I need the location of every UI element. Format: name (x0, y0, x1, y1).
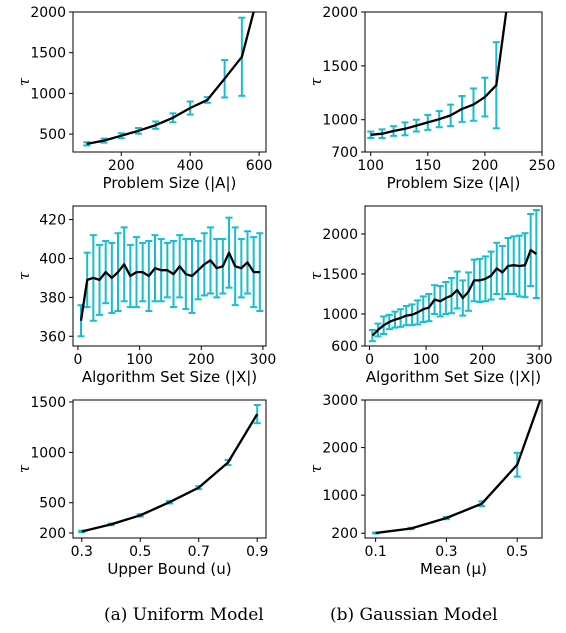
x-tick-label: 200 (472, 158, 499, 174)
y-tick-label: 1500 (30, 395, 66, 411)
x-tick-label: 600 (246, 158, 273, 174)
panel-uniform-upper-bound: 0.3 0.5 0.7 0.9 200 500 1000 1500 Upper Bound (u… (15, 395, 268, 578)
x-tick-label: 300 (250, 352, 277, 368)
x-tick-label: 300 (526, 352, 553, 368)
y-axis-label: τ (15, 77, 33, 86)
panel-gaussian-problem-size: 100 150 200 250 700 1000 1500 2000 Problem Size … (307, 5, 556, 192)
y-tick-label: 1000 (322, 307, 358, 323)
series-line (86, 12, 255, 146)
y-tick-label: 400 (39, 252, 66, 268)
panel-gaussian-algorithm-set: 0 100 200 300 600 1000 1500 2000 Algorithm Set S… (307, 205, 553, 386)
series-line (375, 400, 542, 535)
x-axis-label: Algorithm Set Size (|X|) (82, 368, 257, 386)
errorbar (532, 209, 540, 299)
x-tick-label: 400 (177, 158, 204, 174)
plot-frame (364, 205, 543, 347)
y-tick-label: 700 (331, 145, 358, 161)
panel-uniform-algorithm-set: 0 100 200 300 360 380 400 420 Algorithm Set Size… (15, 205, 277, 386)
y-tick-label: 1500 (30, 46, 66, 62)
y-axis-label: τ (15, 271, 33, 280)
x-tick-label: 250 (529, 158, 556, 174)
y-tick-label: 380 (39, 290, 66, 306)
x-axis-label: Problem Size (|A|) (387, 174, 521, 192)
x-tick-label: 0.3 (435, 544, 457, 560)
plot-frame (72, 11, 267, 153)
y-tick-label: 420 (39, 213, 66, 229)
plot-frame (72, 399, 267, 539)
x-tick-label: 0 (365, 352, 374, 368)
x-tick-label: 0.7 (188, 544, 210, 560)
x-tick-label: 200 (108, 158, 135, 174)
y-axis-label: τ (307, 271, 325, 280)
x-tick-label: 100 (126, 352, 153, 368)
y-axis-label: τ (307, 464, 325, 473)
y-tick-label: 600 (331, 339, 358, 355)
errorbar (368, 329, 376, 343)
y-tick-label: 500 (39, 127, 66, 143)
y-axis-label: τ (15, 464, 33, 473)
x-axis-label: Mean (μ) (420, 560, 487, 578)
y-tick-label: 360 (39, 329, 66, 345)
series-line (81, 413, 259, 533)
y-tick-label: 2000 (30, 5, 66, 21)
x-tick-label: 0.9 (246, 544, 268, 560)
x-tick-label: 0.5 (506, 544, 528, 560)
y-tick-label: 1000 (30, 86, 66, 102)
x-axis-label: Algorithm Set Size (|X|) (366, 368, 541, 386)
y-tick-label: 200 (39, 526, 66, 542)
x-tick-label: 0.3 (71, 544, 93, 560)
x-tick-label: 100 (413, 352, 440, 368)
x-tick-label: 0 (73, 352, 82, 368)
y-tick-label: 500 (39, 496, 66, 512)
y-tick-label: 1000 (322, 113, 358, 129)
y-tick-label: 3000 (322, 393, 358, 409)
x-tick-label: 200 (469, 352, 496, 368)
y-tick-label: 1500 (322, 267, 358, 283)
y-tick-label: 2000 (322, 5, 358, 21)
errorbar (256, 232, 264, 312)
y-axis-label: τ (307, 77, 325, 86)
x-axis-label: Problem Size (|A|) (103, 174, 237, 192)
plot-frame (364, 11, 543, 153)
errorbar (253, 404, 261, 425)
plot-frame (72, 205, 267, 347)
plot-frame (364, 399, 543, 539)
x-tick-label: 200 (188, 352, 215, 368)
series-line (370, 12, 508, 136)
y-tick-label: 1000 (322, 488, 358, 504)
y-tick-label: 2000 (322, 441, 358, 457)
x-axis-label: Upper Bound (u) (107, 560, 231, 578)
y-tick-label: 1000 (30, 445, 66, 461)
y-tick-label: 2000 (322, 227, 358, 243)
panel-gaussian-mean: 0.1 0.3 0.5 200 1000 2000 3000 Mean (μ) τ (307, 393, 543, 578)
caption-uniform-model: (a) Uniform Model (104, 605, 264, 625)
x-tick-label: 0.1 (364, 544, 386, 560)
y-tick-label: 1500 (322, 59, 358, 75)
x-tick-label: 150 (414, 158, 441, 174)
y-tick-label: 200 (331, 526, 358, 542)
series-line (371, 248, 537, 337)
x-tick-label: 100 (357, 158, 384, 174)
series-line (79, 251, 260, 321)
panel-uniform-problem-size: 200 400 600 500 1000 1500 2000 Problem Size (|A… (15, 5, 273, 192)
caption-gaussian-model: (b) Gaussian Model (330, 605, 498, 625)
x-tick-label: 0.5 (129, 544, 151, 560)
